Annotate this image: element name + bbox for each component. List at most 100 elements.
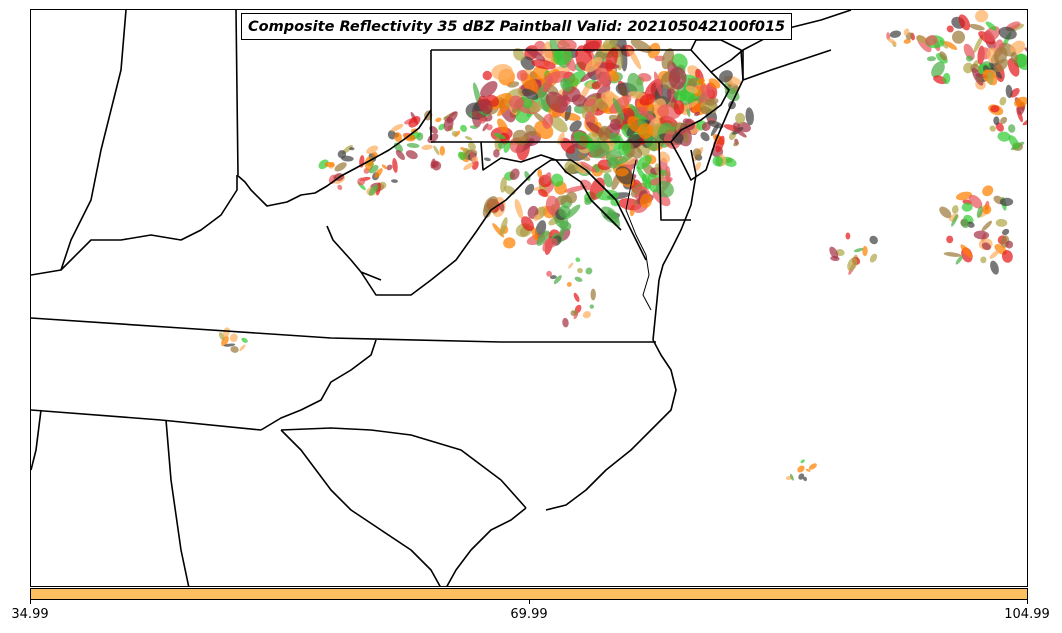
state-borders: [31, 10, 852, 586]
reflectivity-blob: [951, 30, 966, 44]
reflectivity-blob: [981, 242, 991, 251]
reflectivity-blob: [1015, 53, 1027, 71]
reflectivity-blob: [638, 73, 652, 82]
reflectivity-blob: [589, 141, 610, 159]
reflectivity-blob: [438, 123, 446, 131]
reflectivity-blob: [318, 159, 329, 170]
reflectivity-blob: [658, 151, 671, 163]
reflectivity-blob: [805, 468, 811, 472]
reflectivity-blob: [661, 48, 675, 70]
reflectivity-blob: [560, 77, 573, 92]
reflectivity-blob: [699, 106, 712, 115]
reflectivity-blob: [683, 132, 689, 144]
reflectivity-blob: [542, 113, 554, 129]
reflectivity-blob: [464, 136, 473, 141]
reflectivity-blob: [707, 120, 724, 129]
reflectivity-blob: [985, 21, 997, 31]
reflectivity-blob: [537, 189, 548, 197]
reflectivity-blob: [637, 123, 653, 139]
reflectivity-blob: [387, 130, 396, 140]
reflectivity-blob: [564, 105, 572, 122]
reflectivity-blob: [392, 157, 398, 173]
reflectivity-blob: [590, 288, 596, 301]
reflectivity-blob: [694, 111, 701, 117]
reflectivity-blob: [853, 248, 864, 253]
reflectivity-blob: [958, 14, 971, 31]
reflectivity-blob: [553, 275, 562, 285]
reflectivity-blob: [395, 149, 405, 161]
colorbar-label-mid: 69.99: [510, 607, 548, 622]
reflectivity-blob: [524, 171, 531, 181]
reflectivity-blob: [545, 195, 560, 216]
maryland-panhandle: [480, 141, 622, 231]
illinois-indiana-border: [31, 10, 127, 276]
reflectivity-blob: [482, 123, 489, 132]
reflectivity-blob: [971, 67, 984, 86]
map-canvas: [31, 10, 1027, 586]
reflectivity-blob: [982, 204, 992, 215]
reflectivity-blob: [479, 99, 493, 115]
reflectivity-blob: [615, 168, 629, 177]
reflectivity-blob: [666, 87, 678, 104]
reflectivity-blob: [394, 132, 402, 142]
reflectivity-blob: [520, 56, 535, 71]
delaware-border: [658, 141, 691, 221]
colorbar-label-max: 104.99: [1004, 607, 1050, 622]
new-england-border: [690, 39, 744, 81]
reflectivity-blob: [672, 132, 684, 144]
reflectivity-blob: [564, 160, 578, 174]
reflectivity-blob: [989, 125, 996, 132]
reflectivity-blob: [830, 255, 840, 262]
reflectivity-blob: [525, 47, 546, 62]
reflectivity-blob: [915, 35, 927, 43]
reflectivity-blob: [223, 343, 236, 347]
reflectivity-blob: [366, 145, 379, 155]
reflectivity-blob: [579, 135, 589, 147]
colorbar: [30, 588, 1028, 600]
reflectivity-blob: [1008, 124, 1016, 133]
reflectivity-blob: [493, 149, 500, 158]
reflectivity-blob: [479, 117, 486, 124]
reflectivity-blob: [1010, 51, 1018, 64]
reflectivity-blob: [457, 151, 466, 161]
new-england-coast: [742, 10, 852, 51]
reflectivity-blob: [421, 144, 433, 150]
reflectivity-blob: [797, 465, 805, 473]
reflectivity-blob: [975, 10, 989, 23]
reflectivity-blob: [446, 111, 458, 124]
reflectivity-blob: [699, 84, 714, 98]
map-title: Composite Reflectivity 35 dBZ Paintball …: [241, 13, 793, 40]
reflectivity-blob: [733, 141, 740, 147]
reflectivity-blob: [549, 115, 568, 133]
reflectivity-blob: [551, 173, 564, 187]
reflectivity-blob: [674, 90, 686, 102]
reflectivity-blob: [700, 131, 710, 142]
reflectivity-blob: [569, 120, 582, 132]
reflectivity-blob: [531, 59, 556, 70]
reflectivity-blob: [712, 156, 723, 167]
reflectivity-blob: [602, 37, 618, 50]
reflectivity-blob: [609, 118, 621, 131]
reflectivity-blob: [980, 256, 987, 264]
reflectivity-blob: [483, 157, 491, 162]
reflectivity-blob: [829, 246, 839, 259]
reflectivity-blob: [386, 164, 393, 171]
delmarva-coast: [658, 149, 697, 281]
ohio-river-border: [236, 109, 432, 207]
reflectivity-blob: [1002, 228, 1010, 236]
reflectivity-blob: [334, 162, 347, 172]
reflectivity-blob: [451, 130, 458, 137]
reflectivity-blob: [575, 257, 581, 263]
reflectivity-blob: [673, 100, 685, 115]
reflectivity-blob: [931, 61, 945, 78]
reflectivity-blob: [963, 62, 974, 74]
reflectivity-blob: [993, 116, 1000, 125]
reflectivity-blob: [652, 189, 671, 207]
reflectivity-paintball-layer: [218, 10, 1027, 482]
reflectivity-blob: [499, 217, 508, 236]
reflectivity-blob: [939, 51, 948, 61]
wv-west-border: [326, 225, 382, 281]
reflectivity-blob: [557, 38, 577, 52]
reflectivity-blob: [533, 214, 541, 221]
reflectivity-blob: [403, 133, 416, 142]
